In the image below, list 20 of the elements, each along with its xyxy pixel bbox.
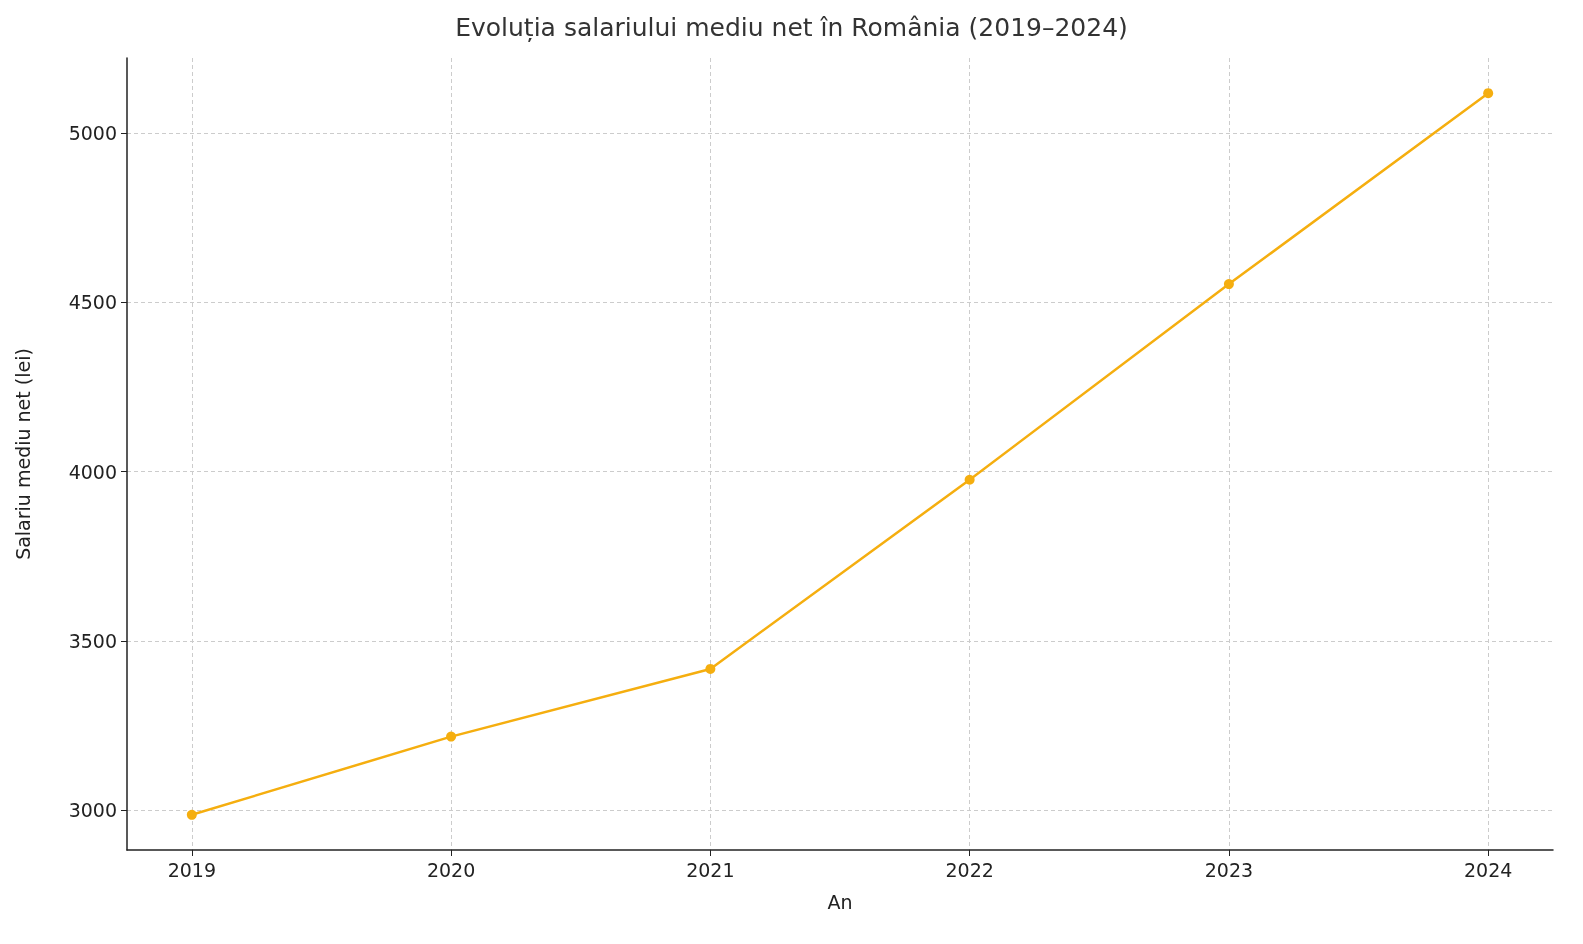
point (705, 663, 716, 674)
x-tick-label: 2022 (945, 858, 994, 881)
y-tick-label: 4500 (68, 291, 117, 314)
point (446, 731, 457, 742)
point (1483, 88, 1494, 99)
y-tick-label: 5000 (68, 122, 117, 145)
point (964, 474, 975, 485)
y-tick-label: 3000 (68, 799, 117, 822)
y-axis-title: Salariu mediu net (lei) (11, 348, 34, 560)
chart-title: Evoluția salariului mediu net în România (2019–2024) (455, 13, 1128, 42)
y-tick-label: 4000 (68, 460, 117, 483)
x-axis-title: An (827, 890, 853, 913)
x-tick-label: 2024 (1464, 858, 1513, 881)
y-tick-label: 3500 (68, 629, 117, 652)
point (1223, 279, 1234, 290)
x-tick-label: 2021 (686, 858, 735, 881)
point (186, 809, 197, 820)
x-tick-label: 2023 (1204, 858, 1254, 881)
x-tick-label: 2019 (167, 858, 216, 881)
x-tick-label: 2020 (426, 858, 476, 881)
